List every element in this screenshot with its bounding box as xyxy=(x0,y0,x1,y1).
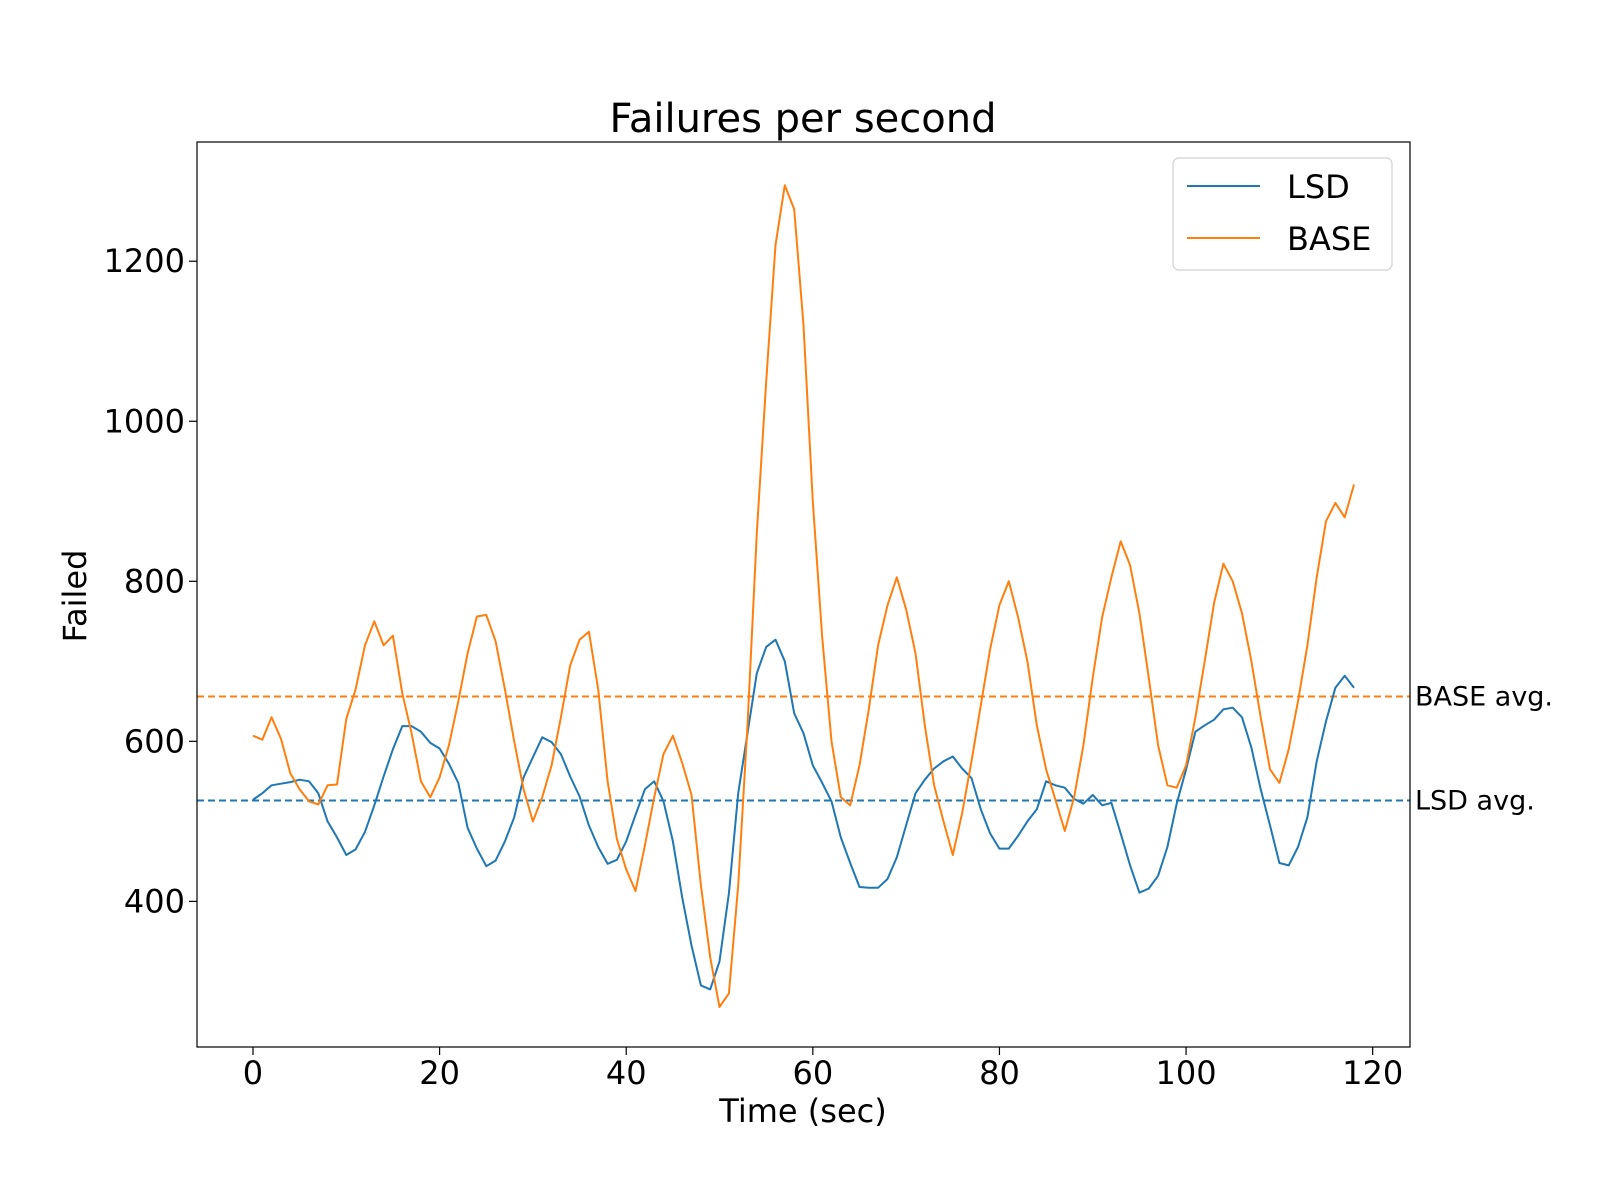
legend-label-lsd: LSD xyxy=(1287,168,1350,206)
average-lines: LSD avg. BASE avg. xyxy=(197,682,1553,817)
x-axis-label: Time (sec) xyxy=(718,1092,886,1130)
x-tick-label: 40 xyxy=(606,1054,647,1092)
y-tick-label: 1000 xyxy=(104,402,185,440)
avg-label-base: BASE avg. xyxy=(1415,682,1553,713)
chart-title: Failures per second xyxy=(610,96,997,142)
series-line-base xyxy=(252,184,1355,1008)
x-tick-label: 80 xyxy=(979,1054,1020,1092)
legend: LSD BASE xyxy=(1172,157,1393,271)
series-line-lsd xyxy=(252,638,1355,991)
series-lines xyxy=(252,184,1355,1008)
x-tick-label: 20 xyxy=(419,1054,460,1092)
plot-frame xyxy=(196,141,1411,1048)
x-axis-ticks: 0 20 40 60 80 100 120 xyxy=(243,1047,1403,1092)
y-tick-label: 600 xyxy=(124,722,185,760)
legend-label-base: BASE xyxy=(1287,220,1371,258)
x-tick-label: 0 xyxy=(243,1054,263,1092)
avg-label-lsd: LSD avg. xyxy=(1415,786,1535,817)
y-tick-label: 800 xyxy=(124,562,185,600)
y-axis-ticks: 400 600 800 1000 1200 xyxy=(104,242,197,920)
x-tick-label: 120 xyxy=(1342,1054,1403,1092)
y-tick-label: 1200 xyxy=(104,242,185,280)
x-tick-label: 100 xyxy=(1156,1054,1217,1092)
y-axis-label: Failed xyxy=(56,550,94,643)
y-tick-label: 400 xyxy=(124,882,185,920)
x-tick-label: 60 xyxy=(792,1054,833,1092)
